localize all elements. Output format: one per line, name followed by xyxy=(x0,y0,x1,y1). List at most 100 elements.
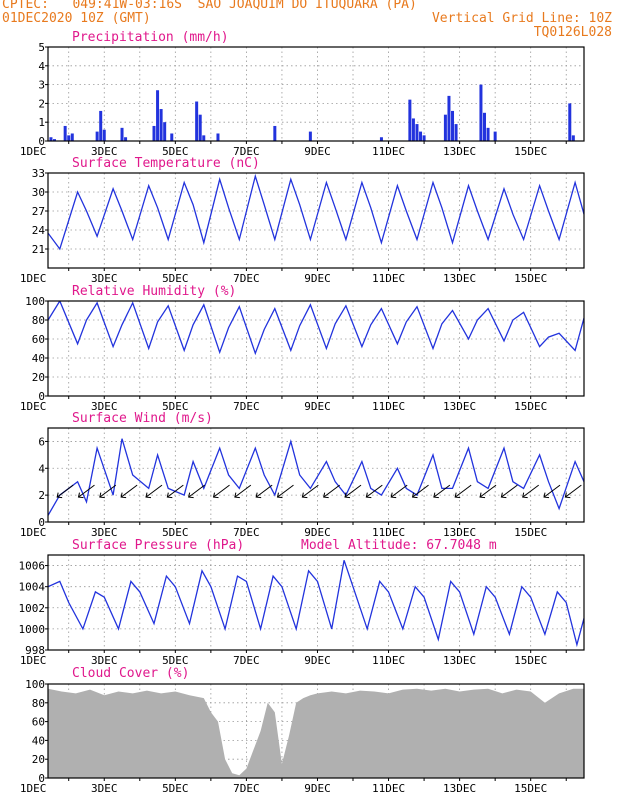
header-date: 01DEC2020 10Z (GMT) xyxy=(2,11,151,26)
precip-bar xyxy=(415,124,419,141)
rh-ytick-label: 60 xyxy=(32,333,45,346)
precip-bar xyxy=(411,118,415,141)
pressure-series-line xyxy=(48,560,584,648)
cloud-xtick-label: 15DEC xyxy=(514,782,547,795)
cloud-title: Cloud Cover (%) xyxy=(72,666,189,681)
temp-series-line xyxy=(48,173,584,251)
pressure-ytick-label: 1004 xyxy=(19,581,46,594)
cloud-ytick-label: 80 xyxy=(32,697,45,710)
rh-series-line xyxy=(48,301,584,356)
precip-bar xyxy=(152,125,156,141)
precip-bar xyxy=(99,110,103,141)
precip-bar xyxy=(273,125,277,141)
precip-bar xyxy=(571,135,575,141)
precip-bar xyxy=(454,124,458,141)
precip-bar xyxy=(53,139,57,141)
temp-xtick-label: 1DEC xyxy=(20,272,47,285)
rh-xtick-label: 5DEC xyxy=(162,400,189,413)
precip-bar xyxy=(447,95,451,141)
precip-bar xyxy=(443,114,447,141)
precip-xtick-label: 7DEC xyxy=(233,145,260,158)
precip-xtick-label: 1DEC xyxy=(20,145,47,158)
wind-direction-arrow xyxy=(276,484,294,499)
temp-ytick-label: 24 xyxy=(32,224,46,237)
temp-ytick-label: 33 xyxy=(32,167,45,180)
pressure-ytick-label: 1002 xyxy=(19,602,46,615)
cloud-xtick-label: 3DEC xyxy=(91,782,118,795)
precip-ytick-label: 1 xyxy=(38,116,45,129)
pressure-xtick-label: 1DEC xyxy=(20,654,47,667)
pressure-xtick-label: 5DEC xyxy=(162,654,189,667)
cloud-xtick-label: 5DEC xyxy=(162,782,189,795)
temp-ytick-label: 27 xyxy=(32,205,45,218)
wind-xtick-label: 11DEC xyxy=(372,526,405,539)
precip-bar xyxy=(63,125,67,141)
precip-bar xyxy=(102,129,106,141)
wind-ytick-label: 4 xyxy=(38,462,45,475)
pressure-xtick-label: 7DEC xyxy=(233,654,260,667)
precip-bar xyxy=(67,135,71,141)
wind-direction-arrow xyxy=(323,484,340,499)
rh-xtick-label: 7DEC xyxy=(233,400,260,413)
precip-ytick-label: 3 xyxy=(38,79,45,92)
header-line1: CPTEC: 049:41W-03:16S SAO JOAQUIM DO ITU… xyxy=(2,0,417,12)
pressure-frame xyxy=(47,554,585,651)
pressure-panel: 998 1000 1002 1004 1006 1DEC 3DEC 5DEC 7DEC 9DEC 1… xyxy=(19,538,585,667)
precip-bar xyxy=(493,131,497,141)
precip-bar xyxy=(419,131,423,141)
precip-xtick-label: 13DEC xyxy=(443,145,476,158)
rh-panel: 0 20 40 60 80 100 1DEC 3DEC 5DEC 7DEC 9DEC 11DEC 13D… xyxy=(20,284,585,413)
temp-xtick-label: 15DEC xyxy=(514,272,547,285)
pressure-ytick-label: 1000 xyxy=(19,623,46,636)
pressure-xtick-label: 11DEC xyxy=(372,654,405,667)
wind-panel: 0 2 4 6 1DEC 3DEC 5DEC 7DEC 9DEC 11DEC 13DEC 15DEC S… xyxy=(20,411,585,539)
rh-xtick-label: 11DEC xyxy=(372,400,405,413)
wind-ytick-label: 0 xyxy=(38,516,45,529)
temp-xtick-label: 13DEC xyxy=(443,272,476,285)
rh-xtick-label: 1DEC xyxy=(20,400,47,413)
rh-ytick-label: 100 xyxy=(25,295,45,308)
temp-xtick-label: 3DEC xyxy=(91,272,118,285)
pressure-xtick-label: 13DEC xyxy=(443,654,476,667)
precip-bar xyxy=(308,131,312,141)
wind-ytick-label: 6 xyxy=(38,435,45,448)
wind-direction-arrow xyxy=(255,484,273,499)
cloud-ytick-label: 0 xyxy=(38,772,45,785)
temp-panel: 21 24 27 30 33 1DEC 3DEC 5DEC 7DEC 9DEC 11DEC 13DEC… xyxy=(20,156,585,285)
rh-ytick-label: 40 xyxy=(32,352,45,365)
precip-xtick-label: 3DEC xyxy=(91,145,118,158)
precip-xtick-label: 11DEC xyxy=(372,145,405,158)
wind-xtick-label: 1DEC xyxy=(20,526,47,539)
precip-bar xyxy=(202,135,206,141)
temp-title: Surface Temperature (nC) xyxy=(72,156,260,171)
wind-direction-arrow xyxy=(500,484,518,499)
temp-ytick-label: 30 xyxy=(32,186,45,199)
cloud-xtick-label: 1DEC xyxy=(20,782,47,795)
wind-direction-arrow xyxy=(522,484,539,499)
pressure-xtick-label: 9DEC xyxy=(304,654,331,667)
wind-direction-arrow xyxy=(564,484,582,499)
wind-direction-arrow xyxy=(77,484,95,499)
cloud-ytick-label: 60 xyxy=(32,716,45,729)
precip-panel: 0 1 2 3 4 5 1DEC 3DEC 5DEC 7DEC 9DEC 11DEC 13DEC 15DE… xyxy=(20,30,585,158)
pressure-title: Surface Pressure (hPa) xyxy=(72,538,244,553)
pressure-ytick-label: 1006 xyxy=(19,560,46,573)
precip-bar xyxy=(451,110,455,141)
wind-direction-arrow xyxy=(433,484,451,499)
precip-ytick-label: 0 xyxy=(38,135,45,148)
precip-bar xyxy=(124,137,128,141)
wind-series-line xyxy=(48,438,584,516)
wind-direction-arrow xyxy=(543,484,561,499)
cloud-xtick-label: 7DEC xyxy=(233,782,260,795)
wind-direction-arrow xyxy=(234,484,252,499)
precip-bar xyxy=(408,99,412,141)
cloud-ytick-label: 100 xyxy=(25,678,45,691)
wind-direction-arrow xyxy=(120,484,138,499)
pressure-annotation: Model Altitude: 67.7048 m xyxy=(301,538,497,553)
wind-xtick-label: 3DEC xyxy=(91,526,118,539)
precip-bar xyxy=(49,137,53,141)
precip-xtick-label: 5DEC xyxy=(162,145,189,158)
wind-xtick-label: 9DEC xyxy=(304,526,331,539)
precip-bar xyxy=(479,84,483,141)
cloud-panel: 0 20 40 60 80 100 1DEC 3DEC 5DEC 7DEC 9DEC 11DEC 13D… xyxy=(20,666,585,795)
